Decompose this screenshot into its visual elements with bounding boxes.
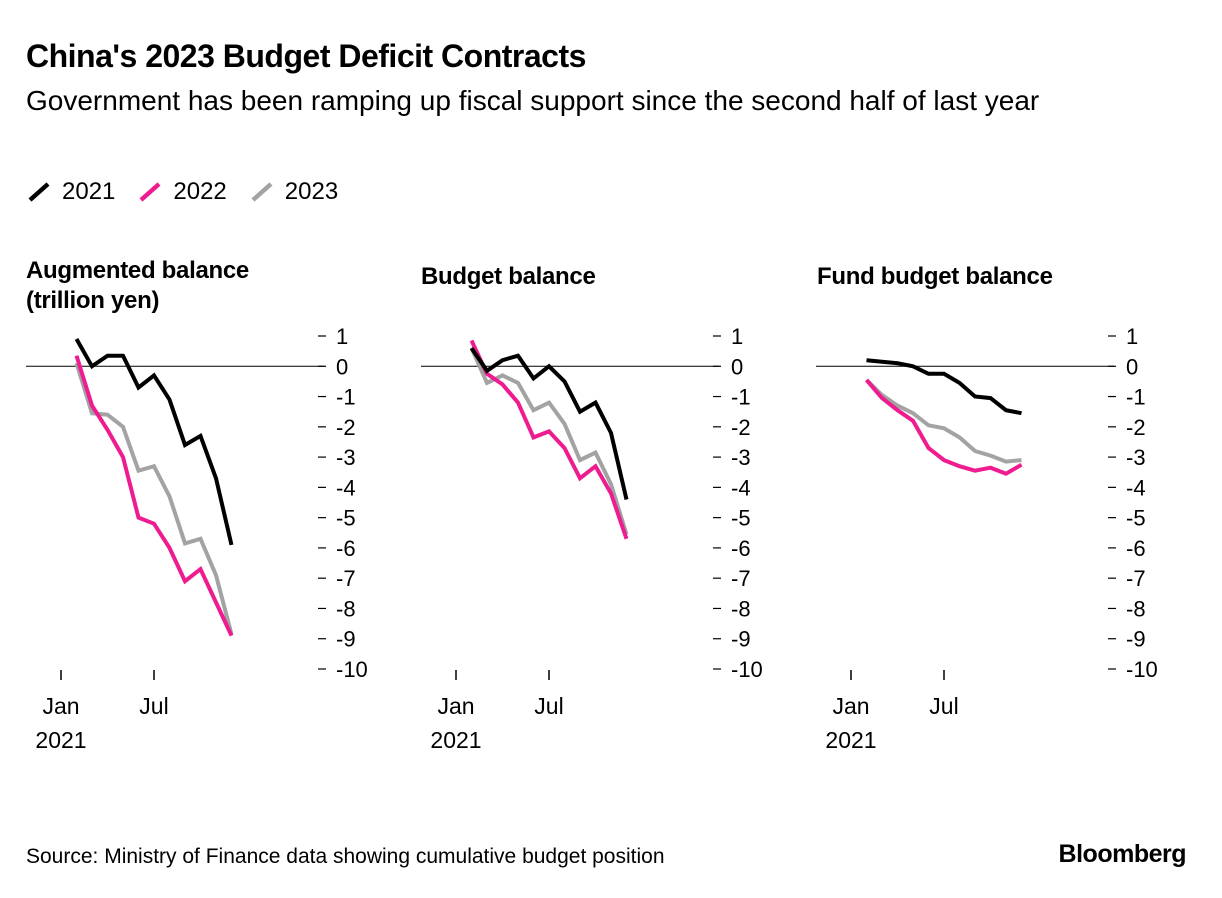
legend-swatch-2023-icon — [251, 182, 273, 202]
panel-title-fund-line1: Fund budget balance — [817, 263, 1053, 290]
y-tick-label-0-5: -4 — [336, 475, 356, 500]
legend-item-2021: 2021 — [26, 178, 115, 206]
chart-title: China's 2023 Budget Deficit Contracts — [26, 38, 586, 74]
y-tick-label-0-10: -9 — [336, 627, 356, 652]
y-tick-label-0-0: 1 — [336, 324, 348, 349]
legend-label-2023: 2023 — [284, 178, 339, 205]
y-tick-label-2-6: -5 — [1126, 506, 1146, 531]
panel-title-augmented-line2: (trillion yen) — [26, 287, 160, 314]
y-tick-label-0-1: 0 — [336, 354, 348, 379]
y-tick-label-2-9: -8 — [1126, 596, 1146, 621]
y-tick-label-2-0: 1 — [1126, 324, 1138, 349]
y-tick-label-1-4: -3 — [731, 445, 751, 470]
y-tick-label-1-5: -4 — [731, 475, 751, 500]
y-tick-label-1-3: -2 — [731, 415, 751, 440]
y-tick-label-1-2: -1 — [731, 385, 751, 410]
y-tick-label-2-1: 0 — [1126, 354, 1138, 379]
legend-label-2022: 2022 — [173, 178, 227, 205]
panel-title-augmented-line1: Augmented balance — [26, 257, 249, 284]
y-tick-label-0-6: -5 — [336, 506, 356, 531]
x-tick-label-2-1: Jul — [929, 693, 958, 719]
panel-title-augmented: Augmented balance (trillion yen) — [26, 256, 249, 316]
series-line-2-2023 — [865, 378, 1022, 464]
series-line-1-2023 — [469, 347, 629, 535]
y-tick-label-0-11: -10 — [336, 657, 368, 682]
x-tick-label-0-0: Jan — [42, 693, 79, 719]
panel-title-budget-line1: Budget balance — [421, 263, 596, 290]
y-tick-label-1-0: 1 — [731, 324, 743, 349]
y-tick-label-2-2: -1 — [1126, 385, 1146, 410]
series-line-2-2022 — [864, 378, 1023, 476]
y-tick-label-0-3: -2 — [336, 415, 356, 440]
y-tick-label-2-8: -7 — [1126, 566, 1146, 591]
x-tick-label-2-0: Jan — [832, 693, 869, 719]
y-tick-label-1-11: -10 — [731, 657, 763, 682]
y-tick-label-0-4: -3 — [336, 445, 356, 470]
y-tick-label-2-5: -4 — [1126, 475, 1146, 500]
y-tick-label-2-3: -2 — [1126, 415, 1146, 440]
series-line-1-2021 — [469, 346, 629, 500]
panel-title-budget: Budget balance — [421, 262, 596, 292]
source-note: Source: Ministry of Finance data showing… — [26, 845, 665, 868]
series-line-2-2021 — [866, 358, 1022, 416]
y-tick-label-1-1: 0 — [731, 354, 743, 379]
series-line-0-2023 — [74, 362, 234, 635]
y-tick-label-2-10: -9 — [1126, 627, 1146, 652]
y-tick-label-2-4: -3 — [1126, 445, 1146, 470]
x-year-label-0: 2021 — [35, 727, 86, 753]
legend-item-2022: 2022 — [137, 178, 227, 206]
y-tick-label-2-7: -6 — [1126, 536, 1146, 561]
legend-swatch-2021-icon — [28, 182, 50, 202]
legend-item-2023: 2023 — [249, 178, 338, 206]
y-tick-label-0-8: -7 — [336, 566, 356, 591]
x-tick-label-0-1: Jul — [139, 693, 168, 719]
x-year-label-1: 2021 — [430, 727, 481, 753]
series-line-0-2021 — [74, 338, 234, 546]
y-tick-label-1-9: -8 — [731, 596, 751, 621]
panel-title-fund: Fund budget balance — [817, 262, 1053, 292]
x-tick-label-1-1: Jul — [534, 693, 563, 719]
y-tick-label-1-6: -5 — [731, 506, 751, 531]
y-tick-label-1-10: -9 — [731, 627, 751, 652]
series-line-0-2022 — [74, 355, 234, 637]
chart-subtitle: Government has been ramping up fiscal su… — [26, 85, 1040, 116]
y-tick-label-0-2: -1 — [336, 385, 356, 410]
legend: 2021 2022 2023 — [26, 178, 360, 206]
legend-swatch-2022-icon — [139, 182, 161, 202]
x-tick-label-1-0: Jan — [437, 693, 474, 719]
series-line-1-2022 — [469, 339, 629, 540]
y-tick-label-0-7: -6 — [336, 536, 356, 561]
legend-label-2021: 2021 — [62, 178, 116, 205]
bloomberg-logo: Bloomberg — [1058, 840, 1187, 868]
y-tick-label-1-8: -7 — [731, 566, 751, 591]
y-tick-label-2-11: -10 — [1126, 657, 1158, 682]
y-tick-label-1-7: -6 — [731, 536, 751, 561]
y-tick-label-0-9: -8 — [336, 596, 356, 621]
x-year-label-2: 2021 — [825, 727, 876, 753]
